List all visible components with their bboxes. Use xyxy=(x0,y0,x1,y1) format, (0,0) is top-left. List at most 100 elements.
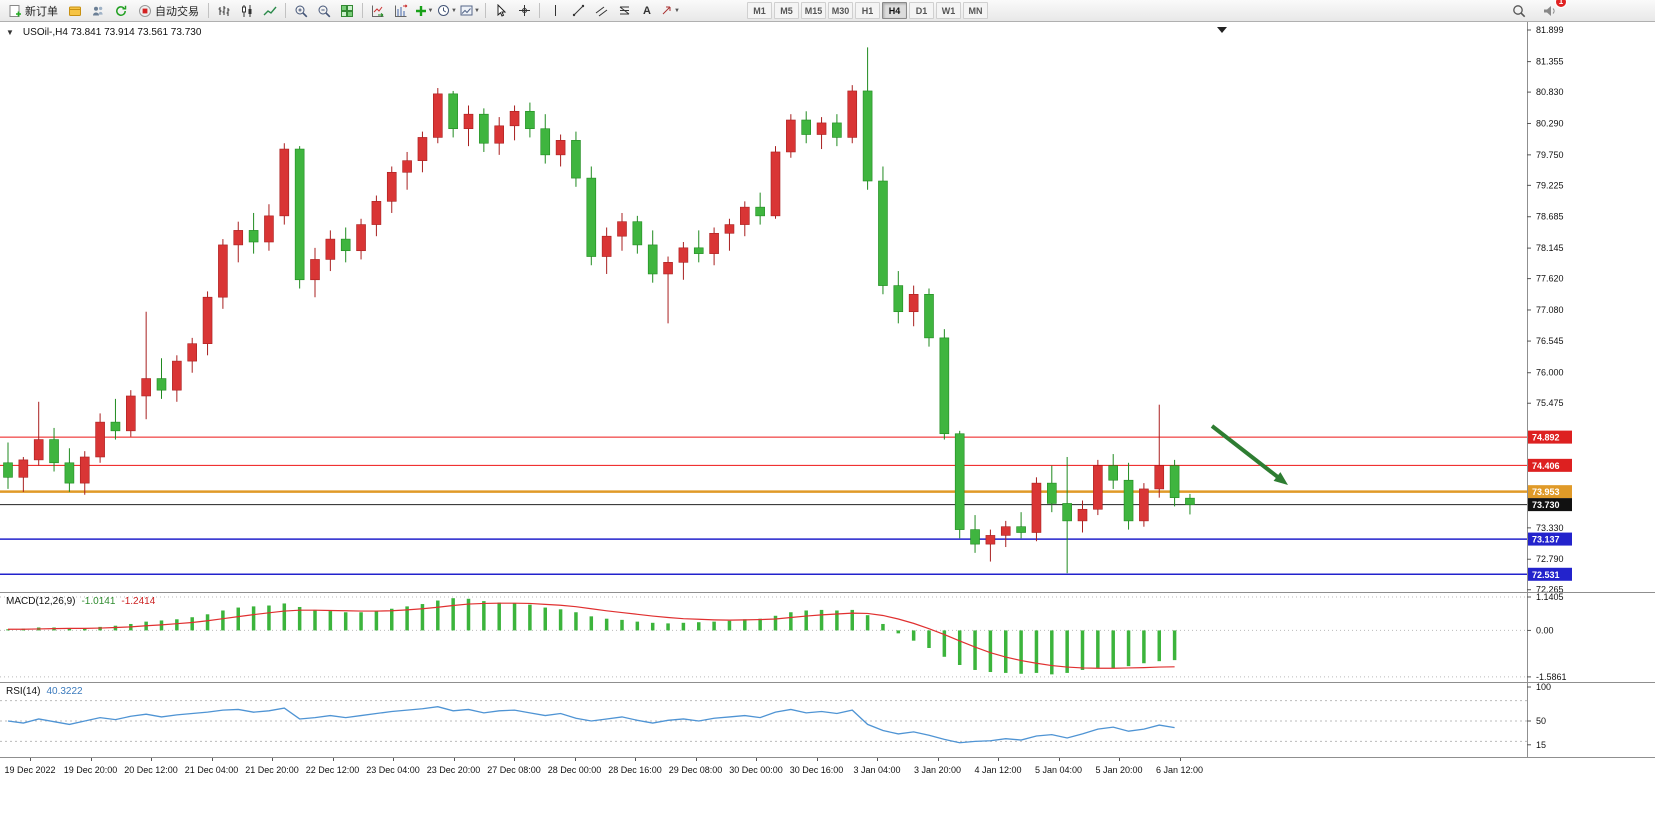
vertical-line-tool-button[interactable] xyxy=(544,1,566,21)
candle-body[interactable] xyxy=(1139,488,1149,522)
chart-collapse-icon[interactable]: ▼ xyxy=(6,28,14,37)
candle-body[interactable] xyxy=(1108,465,1118,481)
candle-body[interactable] xyxy=(110,421,121,432)
candle-body[interactable] xyxy=(1185,497,1195,505)
candle-body[interactable] xyxy=(340,238,351,252)
candle-body[interactable] xyxy=(893,285,904,313)
candle-body[interactable] xyxy=(202,296,213,344)
alerts-button[interactable]: 1 xyxy=(1538,0,1567,21)
candle-body[interactable] xyxy=(816,122,827,135)
candle-body[interactable] xyxy=(49,439,59,464)
candle-body[interactable] xyxy=(555,140,566,156)
candle-body[interactable] xyxy=(432,93,443,138)
candle-body[interactable] xyxy=(264,215,274,243)
bar-chart-button[interactable] xyxy=(213,1,235,21)
candle-body[interactable] xyxy=(970,529,980,545)
candle-body[interactable] xyxy=(386,171,397,202)
candle-body[interactable] xyxy=(494,125,505,144)
candle-body[interactable] xyxy=(908,293,919,313)
trendline-tool-button[interactable] xyxy=(567,1,589,21)
chart-shift-button[interactable] xyxy=(390,1,412,21)
candle-body[interactable] xyxy=(678,247,689,263)
candle-body[interactable] xyxy=(1154,465,1165,490)
price-chart[interactable]: 81.899 81.355 80.830 80.290 79.750 79.225 78.6… xyxy=(0,22,1655,592)
timeframe-m30[interactable]: M30 xyxy=(828,2,853,19)
candle-body[interactable] xyxy=(878,180,888,286)
candle-body[interactable] xyxy=(417,137,428,161)
candle-body[interactable] xyxy=(632,221,643,246)
auto-trading-button[interactable]: 自动交易 xyxy=(133,1,204,21)
candle-body[interactable] xyxy=(1047,482,1057,504)
candle-body[interactable] xyxy=(156,378,167,391)
candle-body[interactable] xyxy=(294,148,305,281)
trend-arrow[interactable] xyxy=(1210,424,1283,482)
candle-body[interactable] xyxy=(141,378,151,397)
tile-windows-button[interactable] xyxy=(336,1,358,21)
timeframe-w1[interactable]: W1 xyxy=(936,2,961,19)
candle-body[interactable] xyxy=(801,119,812,135)
candle-body[interactable] xyxy=(770,151,781,217)
candle-body[interactable] xyxy=(1000,526,1011,536)
candle-body[interactable] xyxy=(693,247,704,254)
candle-body[interactable] xyxy=(509,110,520,127)
timeframe-m1[interactable]: M1 xyxy=(747,2,772,19)
candle-body[interactable] xyxy=(310,259,320,281)
timeframe-h1[interactable]: H1 xyxy=(855,2,880,19)
candle-body[interactable] xyxy=(739,206,750,225)
candle-body[interactable] xyxy=(647,244,658,275)
candle-body[interactable] xyxy=(172,360,182,391)
candle-body[interactable] xyxy=(33,439,44,461)
channel-tool-button[interactable] xyxy=(590,1,612,21)
candle-body[interactable] xyxy=(724,224,735,234)
timeframe-h4[interactable]: H4 xyxy=(882,2,907,19)
candle-body[interactable] xyxy=(939,337,950,435)
timeframe-mn[interactable]: MN xyxy=(963,2,988,19)
candle-body[interactable] xyxy=(755,206,765,217)
candle-body[interactable] xyxy=(1062,503,1072,522)
candle-body[interactable] xyxy=(279,148,290,217)
candle-body[interactable] xyxy=(79,456,90,484)
candle-body[interactable] xyxy=(218,244,228,298)
candle-body[interactable] xyxy=(985,535,996,545)
candle-body[interactable] xyxy=(786,119,796,153)
fibonacci-tool-button[interactable] xyxy=(613,1,635,21)
arrows-tool-button[interactable]: ▼ xyxy=(659,1,681,21)
candle-body[interactable] xyxy=(586,177,597,257)
candle-body[interactable] xyxy=(64,462,75,484)
timeframe-m15[interactable]: M15 xyxy=(801,2,826,19)
candle-body[interactable] xyxy=(233,230,244,246)
candle-body[interactable] xyxy=(847,90,858,138)
candle-body[interactable] xyxy=(571,140,581,179)
charts-button[interactable] xyxy=(64,1,86,21)
candle-body[interactable] xyxy=(325,238,336,260)
candle-body[interactable] xyxy=(356,224,366,252)
candle-body[interactable] xyxy=(1016,526,1026,533)
profiles-button[interactable] xyxy=(87,1,109,21)
candle-body[interactable] xyxy=(126,395,136,432)
candle-body[interactable] xyxy=(95,421,105,458)
templates-button[interactable]: ▼ xyxy=(459,1,481,21)
candle-body[interactable] xyxy=(1077,508,1088,522)
candle-body[interactable] xyxy=(862,90,873,182)
candle-body[interactable] xyxy=(463,113,474,130)
add-indicator-button[interactable]: ▼ xyxy=(413,1,435,21)
candle-body[interactable] xyxy=(371,201,382,225)
time-axis[interactable]: 19 Dec 2022 19 Dec 20:00 20 Dec 12:00 21 De… xyxy=(0,757,1655,781)
candlestick-chart-button[interactable] xyxy=(236,1,258,21)
candle-body[interactable] xyxy=(3,462,13,478)
cursor-button[interactable] xyxy=(490,1,512,21)
candle-body[interactable] xyxy=(832,122,842,138)
rsi-panel[interactable]: 100 50 15 xyxy=(0,682,1655,757)
text-tool-button[interactable]: A xyxy=(636,1,658,21)
candle-body[interactable] xyxy=(663,262,673,275)
timeframe-m5[interactable]: M5 xyxy=(774,2,799,19)
candle-body[interactable] xyxy=(18,459,29,478)
candle-body[interactable] xyxy=(479,113,489,144)
candle-body[interactable] xyxy=(402,160,412,173)
candle-body[interactable] xyxy=(1093,465,1103,510)
scroll-to-end-marker[interactable] xyxy=(1217,27,1227,33)
macd-panel[interactable]: 1.1405 0.00 -1.5861 xyxy=(0,592,1655,682)
candle-body[interactable] xyxy=(1123,479,1134,522)
timeframe-d1[interactable]: D1 xyxy=(909,2,934,19)
candle-body[interactable] xyxy=(709,232,719,254)
